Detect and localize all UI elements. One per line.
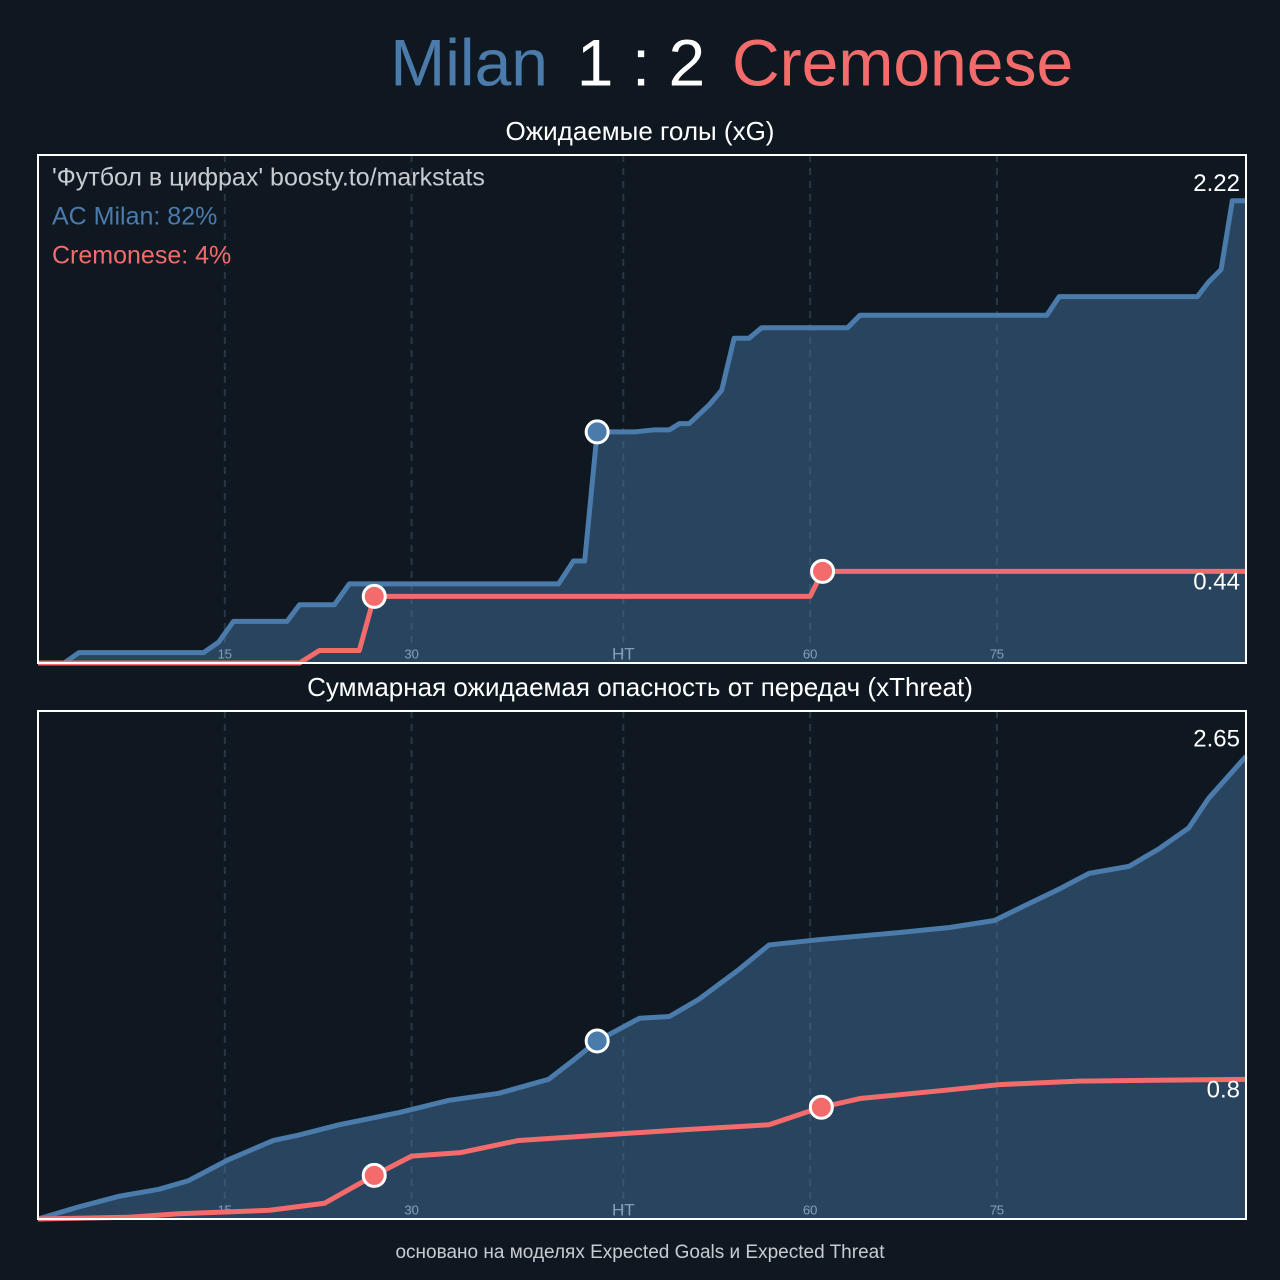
chart-title: Ожидаемые голы (xG) bbox=[506, 116, 775, 146]
plot-frame bbox=[37, 710, 1247, 1220]
goal-marker bbox=[584, 1028, 610, 1054]
annotation: Cremonese: 4% bbox=[52, 242, 231, 270]
end-value-label: 0.8 bbox=[1207, 1077, 1240, 1104]
goal-marker bbox=[361, 583, 387, 609]
x-tick-label: 60 bbox=[803, 646, 817, 661]
line bbox=[38, 198, 1246, 666]
chart-title: Суммарная ожидаемая опасность от передач… bbox=[307, 672, 973, 702]
home-team: Milan bbox=[390, 25, 548, 99]
goal-marker bbox=[810, 558, 836, 584]
line bbox=[37, 754, 1248, 1222]
x-tick-label: 30 bbox=[404, 1202, 418, 1217]
x-tick-label: 60 bbox=[803, 1202, 817, 1217]
area bbox=[38, 756, 1246, 1219]
goal-marker bbox=[361, 1162, 387, 1188]
x-tick-label: 30 bbox=[404, 646, 418, 661]
x-tick-label: HT bbox=[612, 1200, 635, 1219]
x-tick-label: 75 bbox=[990, 646, 1004, 661]
goal-marker bbox=[584, 419, 610, 445]
end-value-label: 2.22 bbox=[1193, 170, 1240, 197]
x-tick-label: 75 bbox=[990, 1202, 1004, 1217]
plot-frame bbox=[37, 154, 1247, 664]
footer: основано на моделях Expected Goals и Exp… bbox=[395, 1242, 885, 1263]
annotation: AC Milan: 82% bbox=[52, 203, 217, 231]
score: 1 : 2 bbox=[577, 25, 705, 99]
line bbox=[37, 1076, 1247, 1222]
end-value-label: 0.44 bbox=[1193, 569, 1240, 596]
x-tick-label: HT bbox=[612, 644, 635, 663]
x-tick-label: 15 bbox=[218, 646, 232, 661]
end-value-label: 2.65 bbox=[1193, 726, 1240, 753]
away-team: Cremonese bbox=[732, 25, 1073, 99]
goal-marker bbox=[808, 1094, 834, 1120]
annotation: 'Футбол в цифрах' boosty.to/markstats bbox=[52, 164, 485, 192]
